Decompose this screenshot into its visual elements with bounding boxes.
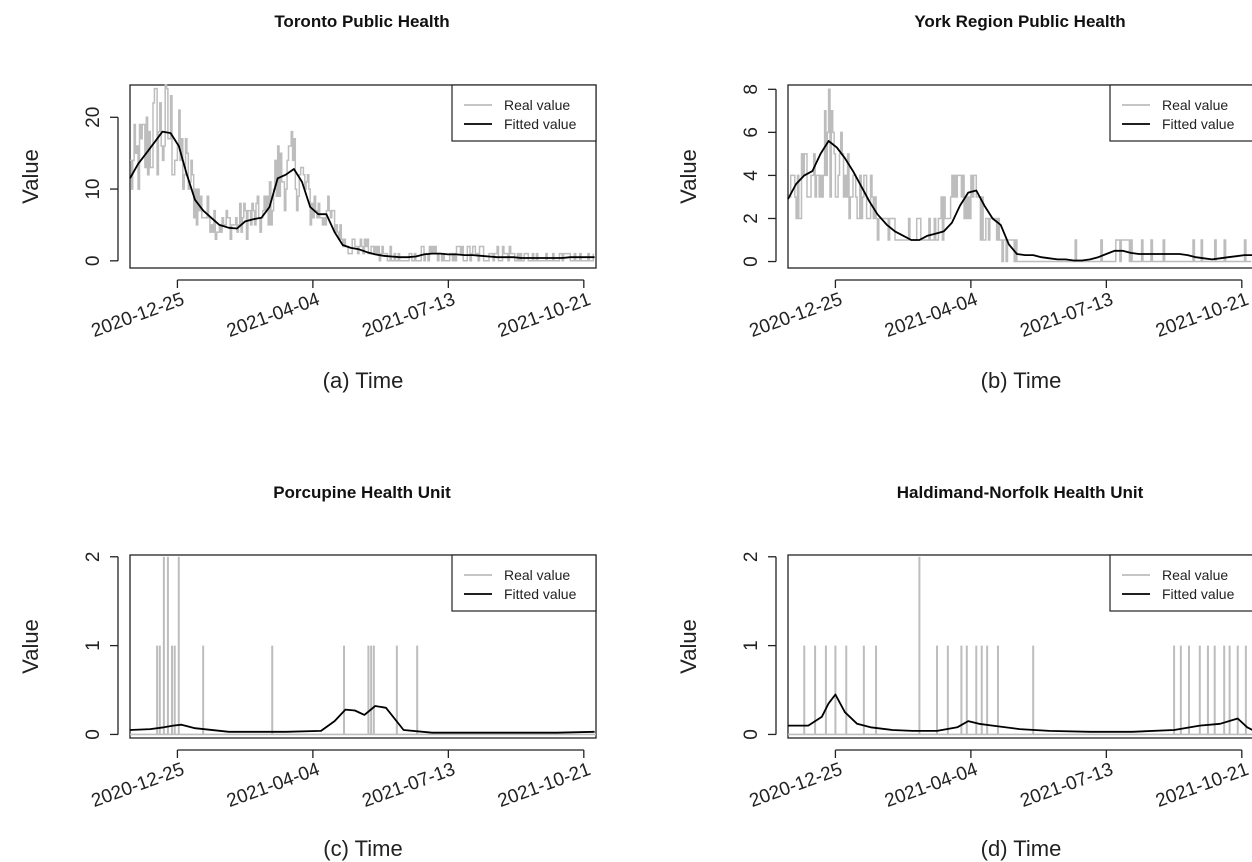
legend: Real value Fitted value: [451, 84, 597, 142]
legend-box: [451, 554, 597, 612]
x-tick-label: 2021-10-21: [1153, 759, 1252, 812]
chart-title: Toronto Public Health: [274, 12, 449, 31]
x-tick-label: 2021-04-04: [882, 289, 981, 342]
legend-label: Real value: [1162, 567, 1228, 583]
legend-label: Fitted value: [1162, 116, 1235, 132]
legend-label: Fitted value: [504, 116, 577, 132]
y-axis-label: Value: [18, 619, 43, 674]
x-tick-label: 2021-04-04: [224, 289, 323, 342]
legend-label: Fitted value: [1162, 586, 1235, 602]
legend: Real value Fitted value: [1109, 84, 1252, 142]
legend: Real value Fitted value: [1109, 554, 1252, 612]
fitted-value-line: [129, 130, 595, 259]
x-tick-label: 2021-07-13: [360, 759, 459, 812]
real-value-line: [130, 84, 595, 262]
fitted-value-line: [788, 693, 1252, 733]
panel-4: Haldimand-Norfolk Health Unit Value (d) Ti…: [676, 483, 1252, 861]
y-tick-label: 1: [741, 640, 762, 651]
x-tick-label: 2021-07-13: [360, 289, 459, 342]
legend-box: [451, 84, 597, 142]
x-tick-label: 2021-07-13: [1018, 759, 1117, 812]
plot-frame: [129, 554, 597, 739]
x-tick-label: 2021-10-21: [1153, 289, 1252, 342]
plot-frame: [787, 554, 1252, 739]
y-tick-label: 0: [741, 256, 762, 267]
legend-label: Fitted value: [504, 586, 577, 602]
x-tick-label: 2021-07-13: [1018, 289, 1117, 342]
chart-title: Porcupine Health Unit: [273, 483, 451, 502]
legend-box: [1109, 554, 1252, 612]
x-axis-label: (b) Time: [981, 368, 1062, 393]
legend-label: Real value: [504, 567, 570, 583]
real-value-line: [788, 88, 1252, 263]
x-axis-label: (c) Time: [323, 836, 402, 861]
y-tick-label: 6: [741, 127, 762, 138]
legend: Real value Fitted value: [451, 554, 597, 612]
y-tick-label: 0: [83, 256, 104, 267]
y-axis-label: Value: [676, 149, 701, 204]
fitted-value-line: [129, 705, 595, 734]
y-tick-label: 2: [83, 551, 104, 562]
legend-box: [1109, 84, 1252, 142]
x-tick-label: 2020-12-25: [747, 759, 846, 812]
y-tick-label: 4: [741, 170, 762, 181]
y-axis-label: Value: [676, 619, 701, 674]
y-axis-label: Value: [18, 149, 43, 204]
x-tick-label: 2021-10-21: [495, 289, 594, 342]
x-tick-label: 2021-04-04: [882, 759, 981, 812]
panel-3: Porcupine Health Unit Value (c) Time 0 1 2 202…: [18, 483, 597, 861]
y-tick-label: 1: [83, 640, 104, 651]
chart-title: Haldimand-Norfolk Health Unit: [897, 483, 1144, 502]
fitted-value-line: [787, 140, 1252, 262]
chart-title: York Region Public Health: [914, 12, 1125, 31]
x-tick-label: 2020-12-25: [89, 289, 188, 342]
legend-label: Real value: [504, 97, 570, 113]
legend-label: Real value: [1162, 97, 1228, 113]
x-axis-label: (a) Time: [323, 368, 404, 393]
y-tick-label: 8: [741, 84, 762, 95]
y-tick-label: 2: [741, 551, 762, 562]
x-tick-label: 2021-04-04: [224, 759, 323, 812]
x-tick-label: 2021-10-21: [495, 759, 594, 812]
plot-frame: [787, 84, 1252, 269]
x-axis-label: (d) Time: [981, 836, 1062, 861]
panel-2: York Region Public Health Value (b) Time 0 2…: [676, 12, 1252, 393]
y-tick-label: 10: [83, 178, 104, 199]
y-tick-label: 20: [83, 107, 104, 128]
y-tick-label: 0: [741, 729, 762, 740]
y-tick-label: 2: [741, 213, 762, 224]
x-tick-label: 2020-12-25: [89, 759, 188, 812]
x-tick-label: 2020-12-25: [747, 289, 846, 342]
y-tick-label: 0: [83, 729, 104, 740]
